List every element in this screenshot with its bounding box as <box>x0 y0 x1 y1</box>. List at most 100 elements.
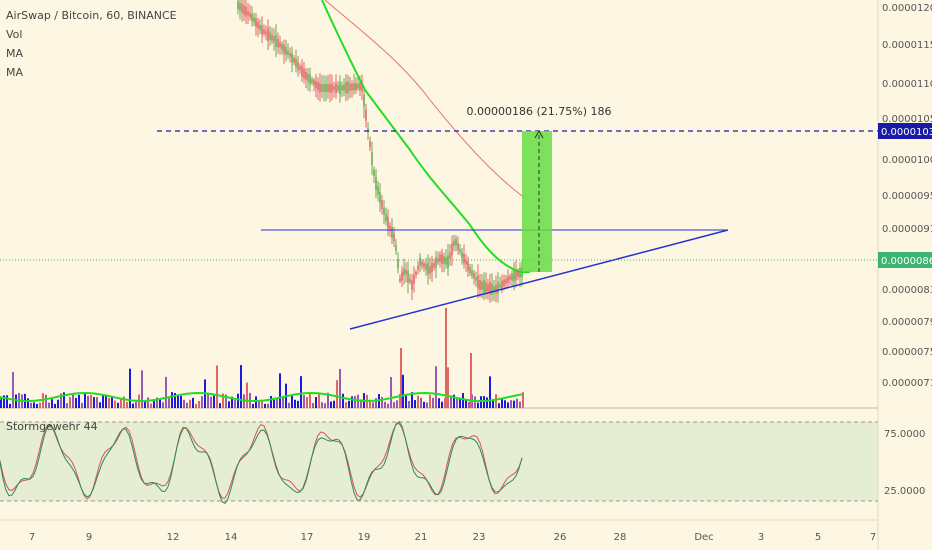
candle-body <box>453 240 455 246</box>
price-axis[interactable]: 0.00001200 0.00001150 0.00001100 0.00001… <box>882 3 932 389</box>
volume-bar <box>408 401 410 408</box>
candle-body <box>363 94 365 107</box>
candle-body <box>489 282 491 295</box>
legend-ma-1[interactable]: MA <box>6 47 24 60</box>
volume-bar <box>501 398 503 408</box>
fast-ma-line <box>321 0 530 273</box>
time-axis[interactable]: 7 9 12 14 17 19 21 23 26 28 Dec 3 5 7 <box>29 532 876 543</box>
volume-bar <box>147 397 149 408</box>
candle-body <box>487 284 489 292</box>
volume-bar <box>483 396 485 408</box>
candle-body <box>333 86 335 90</box>
volume-bar <box>39 402 41 408</box>
volume-bar <box>417 395 419 408</box>
volume-bar <box>465 399 467 408</box>
symbol-title[interactable]: AirSwap / Bitcoin, 60, BINANCE <box>6 9 177 22</box>
legend-ma-2[interactable]: MA <box>6 66 24 79</box>
volume-bar <box>87 395 89 408</box>
volume-bar <box>336 380 338 408</box>
volume-bar <box>99 402 101 408</box>
candle-body <box>359 81 361 91</box>
volume-bar <box>189 399 191 408</box>
candle-body <box>431 263 433 273</box>
candle-body <box>379 191 381 204</box>
volume-bar <box>264 403 266 408</box>
volume-bar <box>12 371 14 408</box>
volume-bar <box>252 403 254 408</box>
candle-body <box>403 268 405 276</box>
candle-body <box>239 2 241 11</box>
volume-bar <box>201 396 203 408</box>
volume-bar <box>492 400 494 408</box>
volume-bar <box>237 393 239 408</box>
candle-body <box>411 280 413 290</box>
volume-bar <box>513 400 515 408</box>
time-tick: 14 <box>225 532 238 543</box>
volume-ma-line <box>0 391 523 402</box>
candle-body <box>395 245 397 251</box>
candle-body <box>267 28 269 41</box>
volume-bar <box>432 397 434 408</box>
volume-bar <box>441 401 443 408</box>
time-tick: 19 <box>358 532 371 543</box>
candle-body <box>299 66 301 71</box>
volume-bar <box>66 403 68 408</box>
candle-body <box>279 42 281 48</box>
oscillator-main-line <box>0 420 523 505</box>
price-tick: 0.00001200 <box>882 3 932 14</box>
price-tick: 0.00000910 <box>882 224 932 235</box>
candle-body <box>349 83 351 92</box>
volume-spike <box>470 353 472 408</box>
candle-body <box>491 283 493 295</box>
volume-bar <box>423 401 425 408</box>
candle-body <box>503 279 505 287</box>
volume-bar <box>171 392 173 408</box>
measure-box[interactable] <box>522 131 552 272</box>
candle-body <box>417 265 419 270</box>
candle-body <box>375 177 377 190</box>
volume-bar <box>504 400 506 408</box>
volume-bar <box>282 397 284 408</box>
candle-body <box>337 85 339 91</box>
price-tick: 0.00000790 <box>882 317 932 328</box>
volume-bar <box>384 401 386 408</box>
target-price-label: 0.00001037 <box>881 127 932 138</box>
osc-tick-75: 75.0000 <box>884 429 925 440</box>
candle-body <box>325 83 327 93</box>
osc-tick-25: 25.0000 <box>884 486 925 497</box>
candle-body <box>249 12 251 18</box>
candle-body <box>419 257 421 267</box>
legend-vol[interactable]: Vol <box>6 28 23 41</box>
volume-bar <box>474 396 476 408</box>
candle-body <box>373 169 375 176</box>
volume-bar <box>180 395 182 408</box>
candle-body <box>245 6 247 17</box>
candle-body <box>447 255 449 269</box>
volume-bar <box>498 403 500 408</box>
volume-bar <box>51 399 53 408</box>
volume-bar <box>219 403 221 408</box>
chart-legend: AirSwap / Bitcoin, 60, BINANCE Vol MA MA <box>6 6 177 82</box>
volume-bar <box>333 400 335 408</box>
candle-body <box>269 32 271 40</box>
price-tick: 0.00000710 <box>882 378 932 389</box>
candle-body <box>345 81 347 94</box>
measure-label: 0.00000186 (21.75%) 186 <box>467 105 612 118</box>
oscillator-label[interactable]: Stormgewehr 44 <box>6 420 98 433</box>
volume-bar <box>216 365 218 408</box>
volume-bar <box>477 402 479 408</box>
candle-body <box>399 278 401 282</box>
volume-bar <box>273 399 275 408</box>
volume-bar <box>135 401 137 408</box>
volume-bar <box>33 402 35 408</box>
support-trend-line[interactable] <box>349 229 729 330</box>
volume-bar <box>447 367 449 408</box>
time-tick: 26 <box>554 532 567 543</box>
volume-bar <box>102 395 104 408</box>
volume-bar <box>183 399 185 408</box>
volume-bar <box>453 394 455 408</box>
candle-body <box>355 83 357 91</box>
volume-bar <box>369 399 371 408</box>
candle-body <box>251 13 253 22</box>
